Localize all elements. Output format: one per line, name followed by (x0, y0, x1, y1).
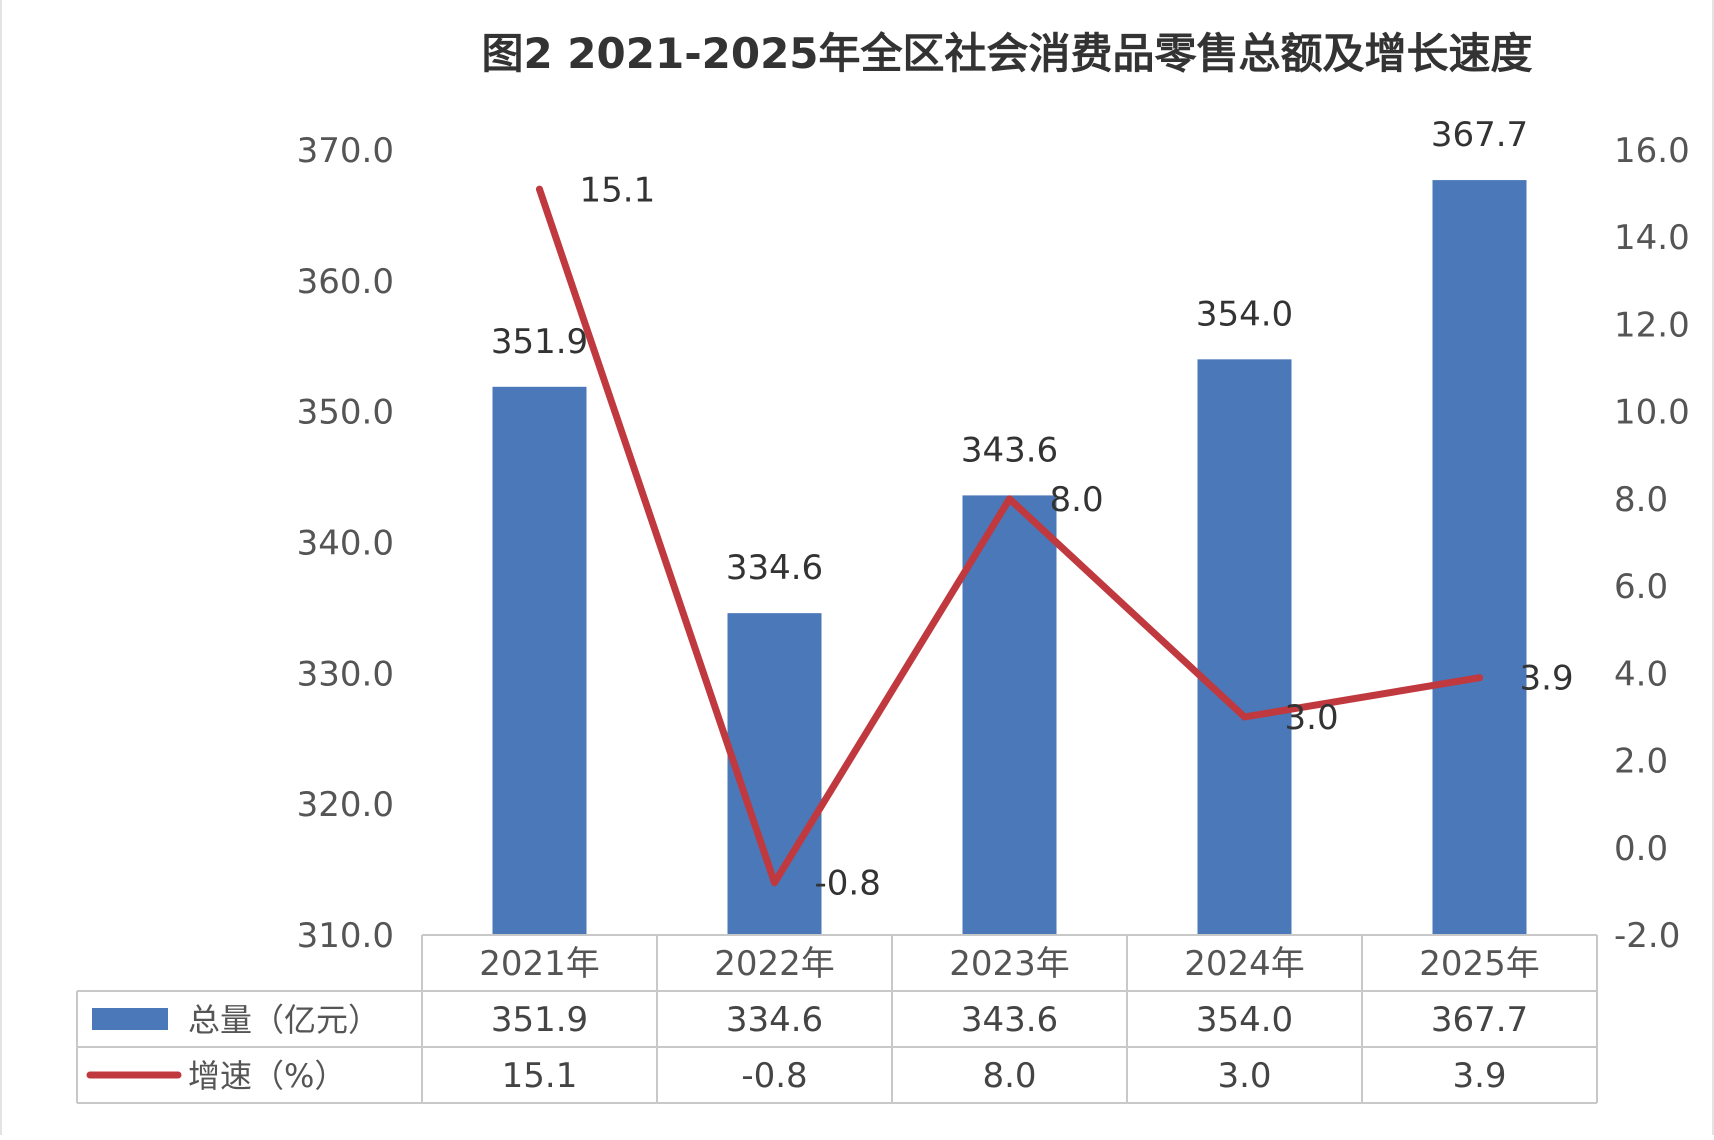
x-axis-category-label: 2024年 (1184, 944, 1305, 984)
bar (492, 386, 587, 935)
bar-value-label: 367.7 (1431, 115, 1528, 155)
right-axis-tick-label: 16.0 (1614, 131, 1690, 171)
line-value-label: 3.9 (1520, 659, 1574, 699)
line-value-label: 15.1 (580, 170, 656, 210)
line-value-label: -0.8 (815, 864, 881, 904)
table-row-label: 增速（%） (188, 1057, 346, 1095)
line-series-growth: 15.1 -0.8 8.0 3.0 3.9 (536, 170, 1574, 904)
table-cell: 3.9 (1452, 1056, 1506, 1096)
left-axis-tick-label: 370.0 (297, 131, 394, 171)
left-axis-tick-label: 360.0 (297, 262, 394, 302)
x-axis-category-label: 2021年 (479, 944, 600, 984)
right-axis-tick-label: 8.0 (1614, 480, 1668, 520)
bar (1432, 180, 1527, 935)
bar (1197, 359, 1292, 935)
table-row-label: 总量（亿元） (188, 1001, 380, 1039)
legend-key-bar (92, 1008, 168, 1030)
right-axis-tick-label: 0.0 (1614, 829, 1668, 869)
line-point (1476, 674, 1483, 682)
line-point (1241, 713, 1248, 721)
line-point (1006, 495, 1013, 503)
table-cell: 354.0 (1196, 1000, 1293, 1040)
left-axis-tick-label: 320.0 (297, 785, 394, 825)
table-cell: -0.8 (741, 1056, 807, 1096)
left-axis-tick-label: 350.0 (297, 393, 394, 433)
table-cell: 343.6 (961, 1000, 1058, 1040)
right-y-axis: 16.0 14.0 12.0 10.0 8.0 6.0 4.0 2.0 0.0 -2.0 (1614, 131, 1690, 956)
line-point (771, 879, 778, 887)
chart-title: 图2 2021-2025年全区社会消费品零售总额及增长速度 (481, 29, 1532, 78)
left-y-axis: 370.0 360.0 350.0 340.0 330.0 320.0 310.0 (297, 131, 394, 956)
left-axis-tick-label: 310.0 (297, 916, 394, 956)
table-cell: 367.7 (1431, 1000, 1528, 1040)
right-axis-tick-label: -2.0 (1614, 916, 1680, 956)
right-axis-tick-label: 6.0 (1614, 567, 1668, 607)
right-axis-tick-label: 4.0 (1614, 654, 1668, 694)
x-axis-category-label: 2023年 (949, 944, 1070, 984)
table-cell: 15.1 (502, 1056, 578, 1096)
bar-value-label: 354.0 (1196, 294, 1293, 334)
right-axis-tick-label: 10.0 (1614, 393, 1690, 433)
bar-value-label: 334.6 (726, 548, 823, 588)
table-cell: 3.0 (1217, 1056, 1271, 1096)
x-axis-category-label: 2022年 (714, 944, 835, 984)
right-axis-tick-label: 12.0 (1614, 305, 1690, 345)
line-value-label: 8.0 (1050, 480, 1104, 520)
left-axis-tick-label: 330.0 (297, 654, 394, 694)
table-cell: 8.0 (982, 1056, 1036, 1096)
right-axis-tick-label: 2.0 (1614, 742, 1668, 782)
bar (962, 495, 1057, 935)
table-cell: 334.6 (726, 1000, 823, 1040)
line-value-label: 3.0 (1285, 698, 1339, 738)
bar (727, 613, 822, 935)
bar-value-label: 343.6 (961, 430, 1058, 470)
x-axis-category-label: 2025年 (1419, 944, 1540, 984)
right-axis-tick-label: 14.0 (1614, 218, 1690, 258)
bar-value-label: 351.9 (491, 322, 588, 362)
left-axis-tick-label: 340.0 (297, 524, 394, 564)
table-cell: 351.9 (491, 1000, 588, 1040)
bar-series-total: 351.9 334.6 343.6 354.0 367.7 (491, 115, 1528, 935)
line-point (536, 185, 543, 193)
